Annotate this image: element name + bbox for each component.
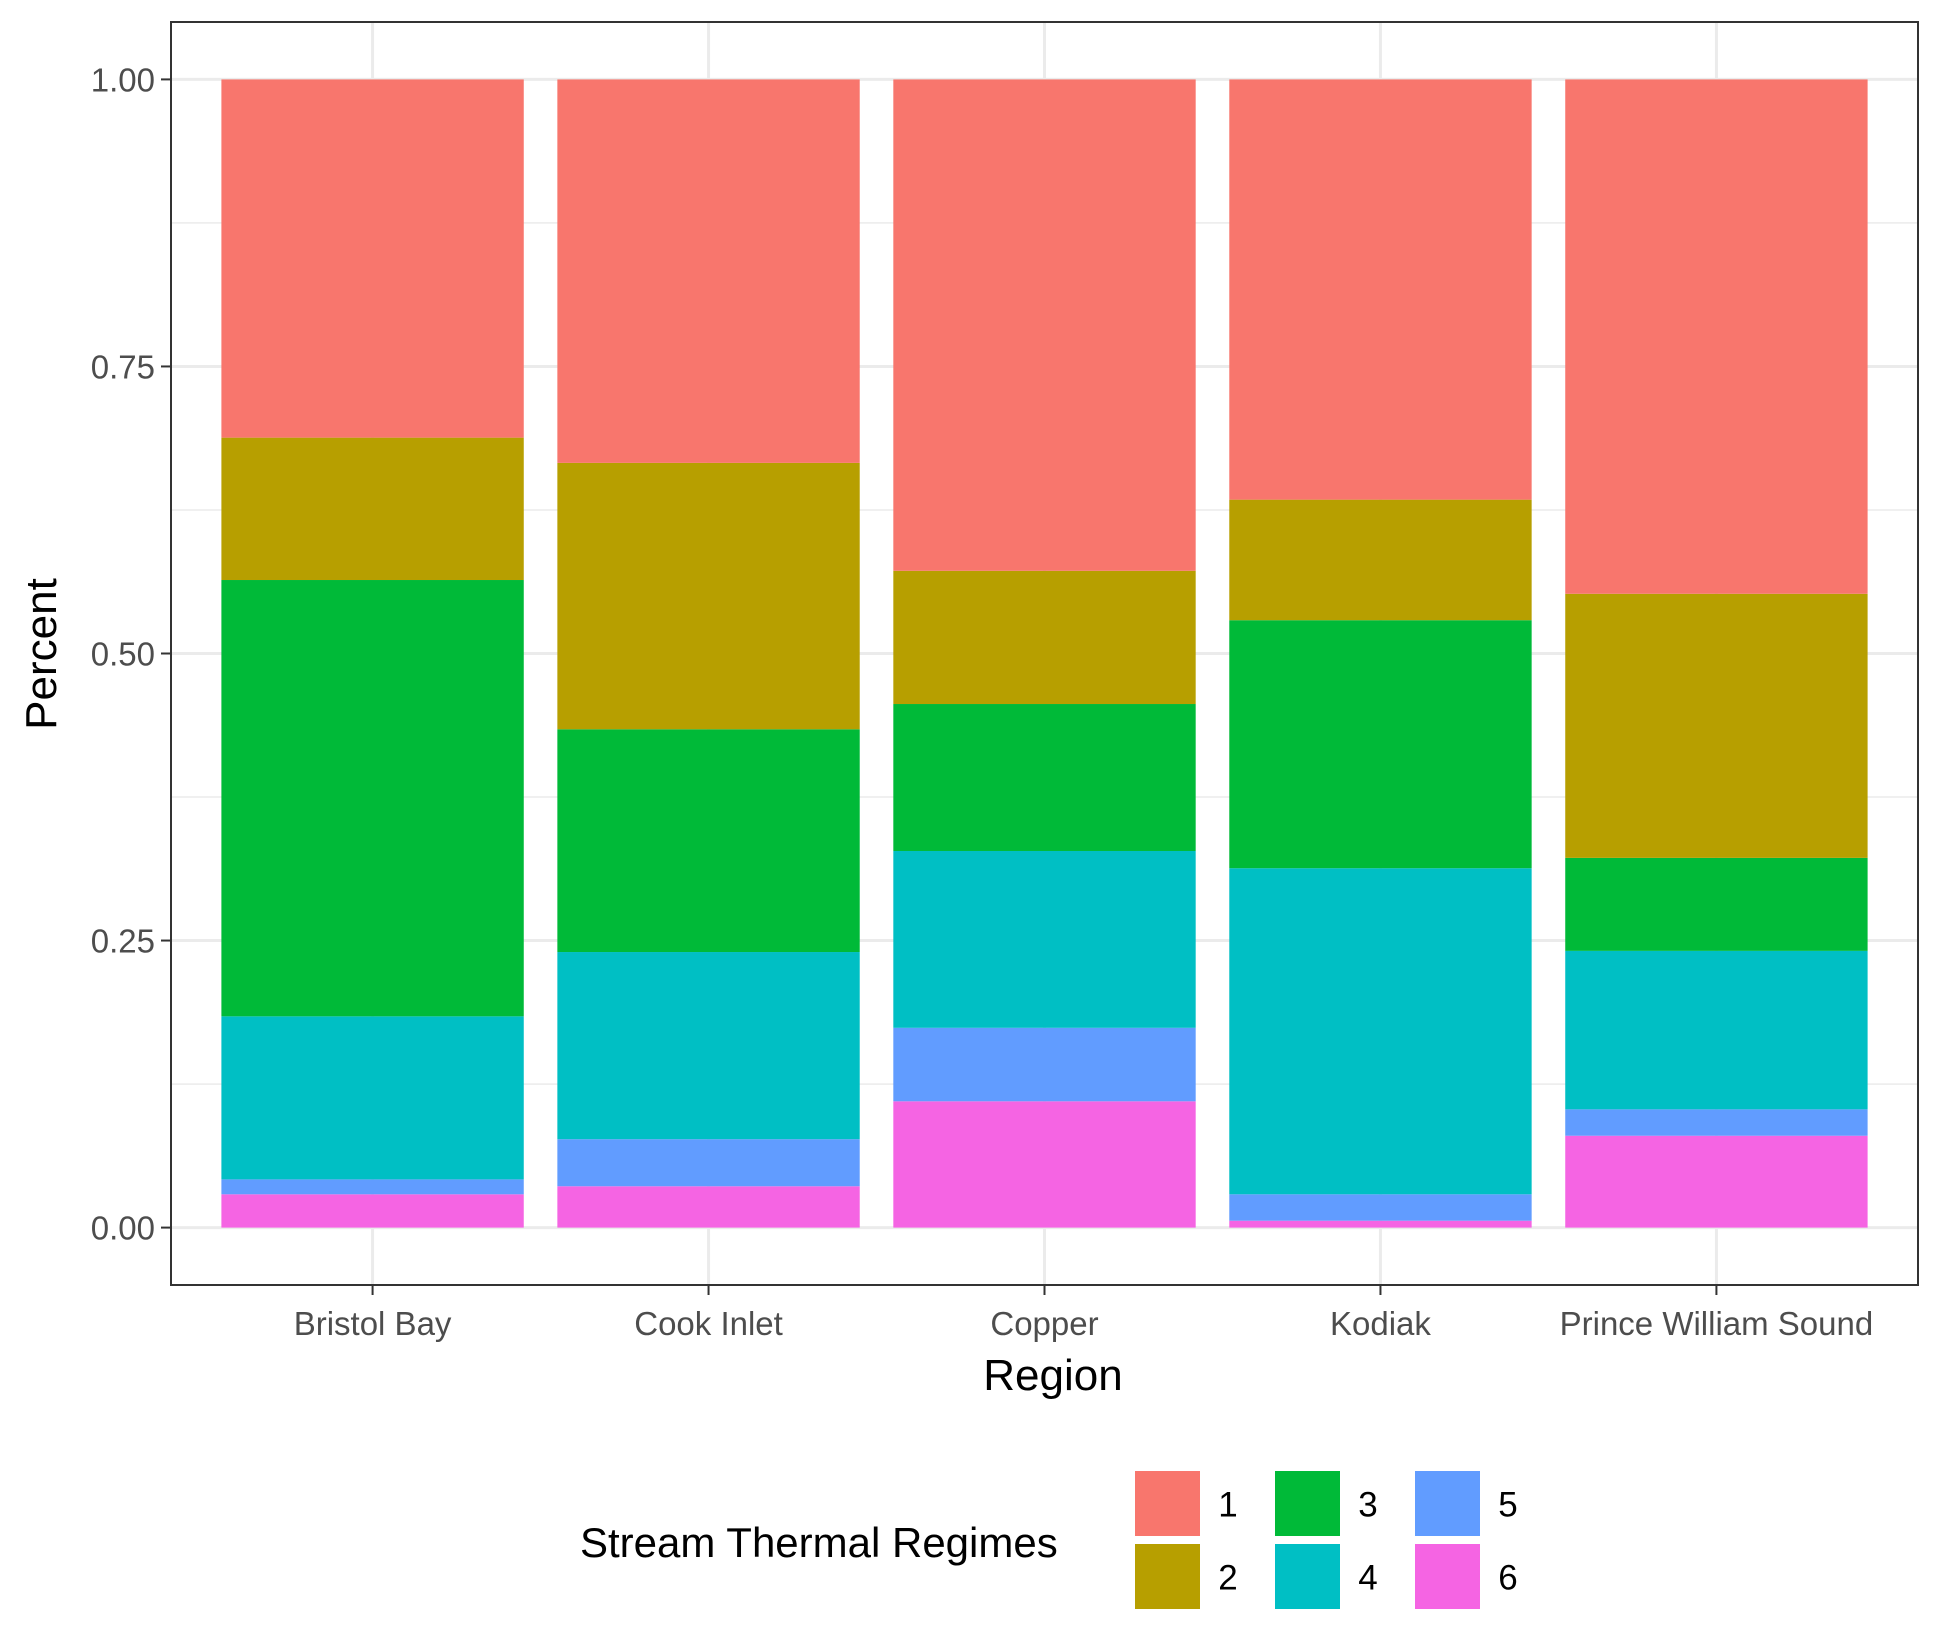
x-tick-label: Cook Inlet (634, 1305, 783, 1342)
bar-segment-cook-inlet-regime-3 (557, 729, 860, 953)
legend-label-4: 4 (1358, 1559, 1377, 1598)
y-axis-title: Percent (17, 578, 66, 730)
bar-segment-cook-inlet-regime-2 (557, 462, 860, 730)
legend-key-4 (1275, 1544, 1340, 1609)
bar-segment-bristol-bay-regime-4 (221, 1016, 524, 1180)
bar-segment-kodiak-regime-2 (1229, 499, 1532, 621)
bar-segment-cook-inlet-regime-1 (557, 79, 860, 463)
bar-segment-copper-regime-2 (893, 570, 1196, 705)
bar-segment-bristol-bay-regime-1 (221, 79, 524, 438)
x-tick-label: Bristol Bay (294, 1305, 452, 1342)
bar-segment-copper-regime-3 (893, 704, 1196, 851)
x-axis-title: Region (983, 1351, 1122, 1400)
bar-segment-bristol-bay-regime-2 (221, 437, 524, 581)
bar-segment-kodiak-regime-1 (1229, 79, 1532, 500)
y-tick-label: 0.50 (91, 636, 155, 673)
legend: Stream Thermal Regimes 1 2 3 4 5 6 (580, 1471, 1518, 1609)
bar-segment-bristol-bay-regime-3 (221, 580, 524, 1017)
bar-segment-prince-william-sound-regime-1 (1565, 79, 1868, 594)
legend-label-5: 5 (1498, 1486, 1517, 1525)
legend-label-3: 3 (1358, 1486, 1377, 1525)
legend-title: Stream Thermal Regimes (580, 1519, 1058, 1566)
bar-segment-copper-regime-5 (893, 1027, 1196, 1102)
bar-segment-prince-william-sound-regime-3 (1565, 857, 1868, 951)
axes: 0.00 0.25 0.50 0.75 1.00 Bristol Bay Cook Inle… (91, 61, 1873, 1342)
bar-segment-cook-inlet-regime-5 (557, 1139, 860, 1187)
bar-segment-kodiak-regime-6 (1229, 1220, 1532, 1228)
bar-segment-copper-regime-4 (893, 850, 1196, 1028)
bar-segment-copper-regime-6 (893, 1101, 1196, 1228)
bar-segment-kodiak-regime-5 (1229, 1194, 1532, 1221)
legend-label-6: 6 (1498, 1559, 1517, 1598)
bar-segment-bristol-bay-regime-6 (221, 1194, 524, 1228)
bar-segment-cook-inlet-regime-4 (557, 952, 860, 1140)
bar-segment-prince-william-sound-regime-2 (1565, 593, 1868, 858)
bar-segment-kodiak-regime-4 (1229, 868, 1532, 1195)
x-tick-label: Kodiak (1330, 1305, 1431, 1342)
y-tick-label: 0.00 (91, 1210, 155, 1247)
legend-key-1 (1135, 1471, 1200, 1536)
legend-key-2 (1135, 1544, 1200, 1609)
y-tick-label: 1.00 (91, 61, 155, 98)
legend-key-6 (1415, 1544, 1480, 1609)
bars (221, 79, 1868, 1228)
legend-key-3 (1275, 1471, 1340, 1536)
legend-label-1: 1 (1218, 1486, 1237, 1525)
bar-segment-prince-william-sound-regime-6 (1565, 1135, 1868, 1228)
y-tick-label: 0.25 (91, 923, 155, 960)
x-tick-label: Prince William Sound (1560, 1305, 1874, 1342)
legend-label-2: 2 (1218, 1559, 1237, 1598)
bar-segment-prince-william-sound-regime-4 (1565, 950, 1868, 1110)
x-tick-label: Copper (990, 1305, 1098, 1342)
bar-segment-bristol-bay-regime-5 (221, 1179, 524, 1195)
bar-segment-kodiak-regime-3 (1229, 620, 1532, 869)
bar-segment-copper-regime-1 (893, 79, 1196, 571)
y-tick-label: 0.75 (91, 348, 155, 385)
legend-key-5 (1415, 1471, 1480, 1536)
bar-segment-cook-inlet-regime-6 (557, 1186, 860, 1228)
bar-segment-prince-william-sound-regime-5 (1565, 1109, 1868, 1136)
